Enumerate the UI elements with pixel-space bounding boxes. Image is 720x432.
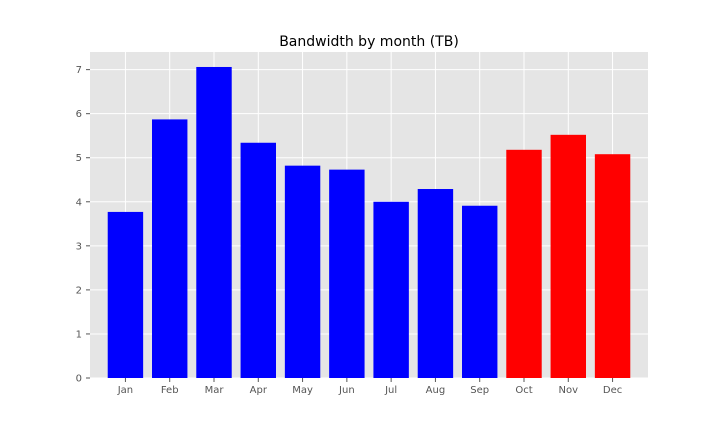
- y-tick-label: 2: [76, 285, 82, 296]
- x-tick-label: Mar: [205, 385, 225, 396]
- y-tick-label: 7: [76, 65, 82, 76]
- bar-apr: [240, 142, 276, 378]
- chart-title: Bandwidth by month (TB): [279, 34, 459, 50]
- y-tick-label: 5: [76, 153, 82, 164]
- x-tick-label: Aug: [426, 385, 446, 396]
- bar-mar: [196, 66, 232, 378]
- y-tick-label: 4: [76, 197, 82, 208]
- x-tick-label: Nov: [559, 385, 579, 396]
- bar-jul: [373, 201, 409, 378]
- x-tick-label: Feb: [161, 385, 179, 396]
- bar-nov: [550, 134, 586, 378]
- axes: 0 1 2 3 4 5 6 7 Jan Feb Mar Apr May Jun Jul Aug Sep Oct No…: [76, 65, 623, 396]
- bar-feb: [152, 119, 188, 378]
- y-tick-label: 1: [76, 329, 82, 340]
- bar-dec: [594, 154, 631, 378]
- x-tick-label: May: [292, 385, 313, 396]
- x-tick-label: Dec: [603, 385, 622, 396]
- bar-series: [107, 66, 631, 378]
- x-tick-label: Jun: [338, 385, 355, 396]
- bar-may: [284, 165, 321, 378]
- bar-sep: [462, 205, 498, 378]
- y-tick-label: 3: [76, 241, 82, 252]
- bar-jan: [107, 211, 144, 378]
- x-tick-label: Apr: [250, 385, 268, 396]
- x-tick-label: Sep: [470, 385, 489, 396]
- x-tick-label: Jul: [384, 385, 397, 396]
- bar-aug: [417, 189, 454, 378]
- x-tick-label: Jan: [117, 385, 133, 396]
- y-tick-label: 0: [76, 374, 82, 385]
- y-tick-label: 6: [76, 109, 82, 120]
- bar-jun: [329, 169, 365, 378]
- bar-oct: [506, 149, 542, 378]
- x-tick-label: Oct: [515, 385, 532, 396]
